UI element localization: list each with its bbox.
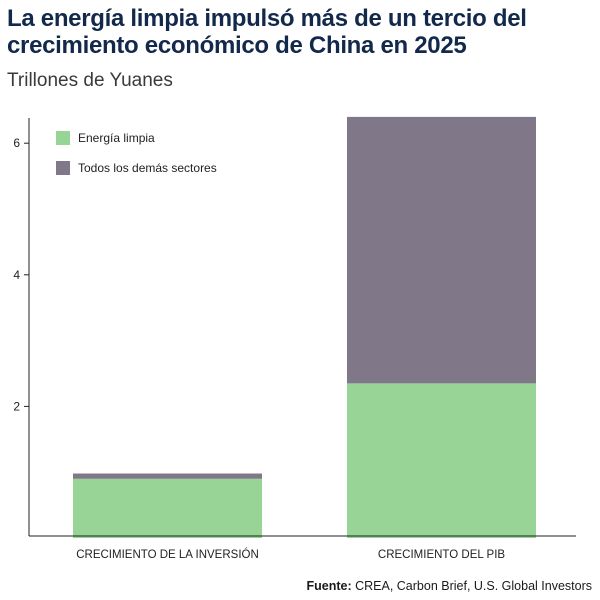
source-note: Fuente: CREA, Carbon Brief, U.S. Global … <box>306 579 592 593</box>
legend-label-clean: Energía limpia <box>78 131 155 145</box>
bar-segment-other-0 <box>73 473 262 479</box>
legend-label-other: Todos los demás sectores <box>78 161 217 175</box>
bar-segment-clean-1 <box>347 383 536 538</box>
legend-swatch-clean <box>56 131 70 145</box>
y-tick-label: 4 <box>13 268 20 282</box>
x-category-label: CRECIMIENTO DEL PIB <box>378 549 505 561</box>
chart-title: La energía limpia impulsó más de un terc… <box>7 5 527 59</box>
bar-segment-other-1 <box>347 116 536 384</box>
x-labels-group: CRECIMIENTO DE LA INVERSIÓN CRECIMIENTO D… <box>76 548 505 561</box>
axes-group <box>28 118 576 537</box>
chart-subtitle: Trillones de Yuanes <box>7 70 173 91</box>
y-tick-label: 2 <box>13 399 20 413</box>
legend-swatch-other <box>56 161 70 175</box>
legend: Energía limpia Todos los demás sectores <box>56 131 217 175</box>
source-label: Fuente: <box>306 579 352 593</box>
bars-group <box>73 116 536 538</box>
source-text: CREA, Carbon Brief, U.S. Global Investor… <box>355 579 592 593</box>
y-tick-label: 6 <box>13 136 20 150</box>
bar-segment-clean-0 <box>73 478 262 538</box>
x-category-label: CRECIMIENTO DE LA INVERSIÓN <box>76 548 259 561</box>
y-ticks-group: 2 4 6 <box>13 136 29 413</box>
